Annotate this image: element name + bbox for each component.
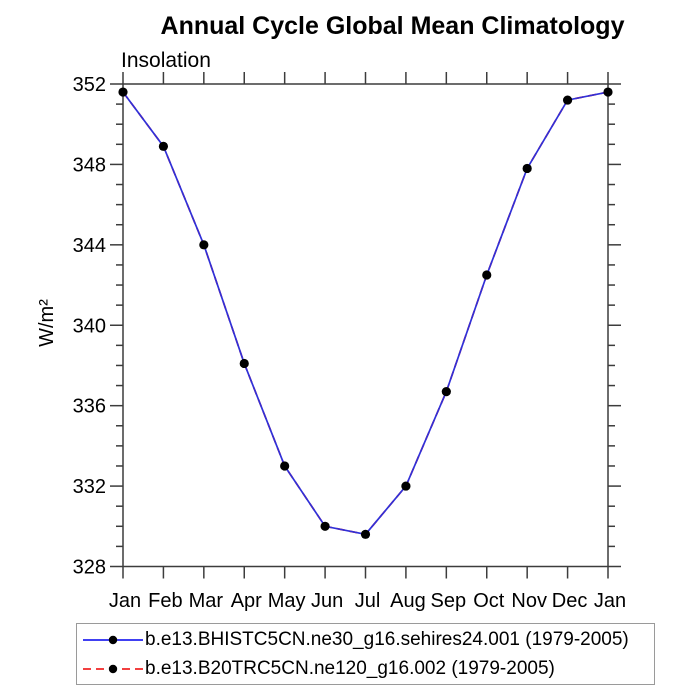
x-tick-label: Aug — [390, 590, 426, 612]
y-tick-label: 352 — [73, 74, 106, 96]
chart-title: Annual Cycle Global Mean Climatology — [160, 12, 625, 40]
legend: b.e13.BHISTC5CN.ne30_g16.sehires24.001 (… — [76, 623, 655, 685]
data-point-marker — [522, 163, 532, 174]
y-tick-label: 328 — [73, 557, 106, 579]
y-tick-label: 336 — [73, 396, 106, 418]
legend-label: b.e13.BHISTC5CN.ne30_g16.sehires24.001 (… — [145, 628, 629, 650]
series-line-dashed — [122, 91, 609, 536]
y-axis-label: W/m² — [36, 299, 58, 347]
y-tick-label: 332 — [73, 476, 106, 498]
legend-entry-1: b.e13.B20TRC5CN.ne120_g16.002 (1979-2005… — [81, 655, 654, 683]
x-tick-label: Dec — [552, 590, 588, 612]
y-tick-label: 340 — [73, 315, 106, 337]
x-tick-label: Oct — [473, 590, 505, 612]
x-tick-label: Apr — [231, 590, 262, 612]
y-tick-label: 348 — [73, 154, 106, 176]
x-tick-label: Jul — [355, 590, 381, 612]
chart-subtitle: Insolation — [121, 49, 211, 72]
data-point-marker — [482, 270, 492, 280]
y-tick-label: 344 — [73, 235, 106, 257]
series-line-solid — [122, 91, 609, 536]
x-tick-label: May — [268, 590, 306, 612]
legend-line-sample-dashed — [83, 664, 143, 673]
data-point-marker — [320, 521, 330, 531]
data-point-marker — [562, 95, 573, 105]
plot-area: Jan Feb Mar Apr May Jun Jul Aug Sep Oct Nov Dec Jan3… — [36, 72, 626, 612]
data-point-marker — [118, 87, 128, 97]
x-tick-label: Jan — [109, 590, 141, 612]
x-tick-label: Jun — [311, 590, 343, 612]
data-point-marker — [199, 240, 209, 250]
data-point-marker — [401, 481, 411, 491]
data-point-marker — [603, 87, 613, 97]
x-tick-label: Sep — [431, 590, 467, 612]
legend-entry-0: b.e13.BHISTC5CN.ne30_g16.sehires24.001 (… — [81, 626, 654, 654]
data-point-marker — [158, 141, 169, 151]
legend-line-sample-solid — [83, 635, 143, 644]
x-tick-label: Nov — [511, 590, 547, 612]
data-point-marker — [280, 461, 290, 471]
data-point-marker — [239, 358, 249, 369]
data-point-marker — [441, 386, 451, 397]
x-tick-label: Mar — [189, 590, 224, 612]
legend-label: b.e13.B20TRC5CN.ne120_g16.002 (1979-2005… — [145, 657, 555, 679]
x-tick-label: Jan — [594, 590, 626, 612]
data-point-marker — [360, 529, 371, 539]
x-tick-label: Feb — [148, 590, 182, 612]
